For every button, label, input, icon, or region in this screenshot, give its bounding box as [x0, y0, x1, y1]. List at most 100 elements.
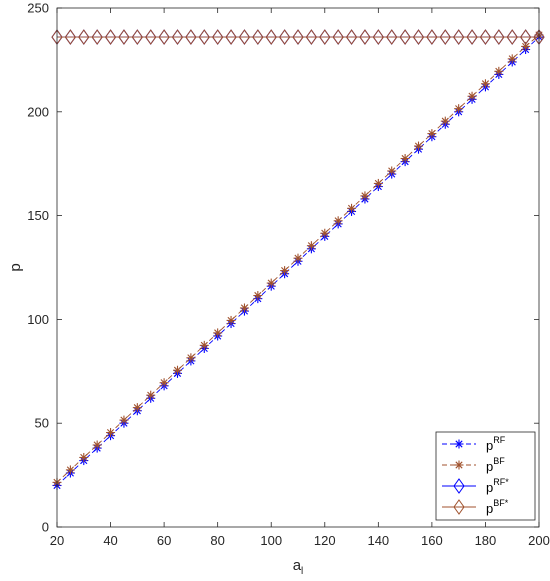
y-axis-label: p — [7, 263, 24, 271]
x-tick-label: 140 — [367, 533, 389, 548]
legend-item-rf: pRF — [442, 435, 506, 453]
legend-marker — [454, 460, 464, 470]
data-point — [198, 29, 210, 45]
x-tick-label: 180 — [475, 533, 497, 548]
data-point — [213, 328, 223, 338]
data-point — [118, 29, 130, 45]
data-point — [400, 154, 410, 164]
y-tick-label: 150 — [27, 208, 49, 223]
legend-label: pRF — [486, 435, 506, 453]
data-point — [319, 29, 331, 45]
x-tick-label: 100 — [260, 533, 282, 548]
legend-marker — [453, 499, 465, 515]
data-point — [427, 129, 437, 139]
series-bf — [52, 30, 544, 487]
data-point — [132, 403, 142, 413]
data-point — [493, 29, 505, 45]
data-point — [173, 365, 182, 375]
data-point — [266, 278, 276, 288]
y-tick-label: 250 — [27, 1, 49, 16]
legend-marker — [453, 478, 465, 494]
data-point — [252, 29, 264, 45]
data-point — [239, 303, 249, 313]
data-point — [225, 29, 237, 45]
data-point — [131, 29, 143, 45]
y-tick-label: 100 — [27, 312, 49, 327]
data-point — [412, 29, 425, 45]
x-tick-label: 40 — [103, 533, 117, 548]
data-point — [439, 29, 451, 45]
data-point — [278, 29, 291, 45]
data-point — [506, 29, 518, 45]
x-axis-label: al — [293, 557, 304, 577]
data-point — [186, 353, 196, 363]
data-point — [171, 29, 184, 45]
data-point — [185, 29, 197, 45]
data-point — [454, 104, 464, 114]
data-point — [372, 29, 384, 45]
legend: pRF pBF pRF* pBF* — [435, 431, 536, 521]
data-point — [158, 29, 170, 45]
data-point — [79, 452, 89, 462]
data-point — [306, 241, 316, 251]
data-point — [305, 29, 318, 45]
data-point — [387, 166, 397, 176]
data-point — [480, 79, 490, 89]
data-point — [65, 465, 75, 475]
x-tick-label: 20 — [50, 533, 64, 548]
data-point — [453, 29, 465, 45]
data-point — [494, 66, 504, 76]
data-point — [119, 415, 129, 425]
legend-label: pBF — [486, 456, 505, 474]
data-point — [106, 428, 116, 438]
data-point — [199, 340, 209, 350]
data-point — [360, 191, 370, 201]
data-point — [238, 29, 251, 45]
data-point — [293, 253, 303, 263]
data-point — [399, 29, 411, 45]
data-point — [91, 29, 103, 45]
data-point — [345, 29, 358, 45]
data-point — [519, 29, 532, 45]
y-tick-label: 50 — [35, 416, 49, 431]
data-point — [226, 315, 236, 325]
x-tick-label: 60 — [157, 533, 171, 548]
data-point — [440, 116, 450, 126]
legend-item-rf-star: pRF* — [442, 477, 509, 495]
y-tick-label: 0 — [42, 520, 49, 535]
data-point — [78, 29, 90, 45]
legend-label: pBF* — [486, 498, 509, 516]
data-point — [347, 203, 357, 213]
data-point — [145, 29, 157, 45]
data-point — [426, 29, 438, 45]
legend-marker — [454, 439, 464, 449]
data-point — [521, 41, 531, 51]
y-tick-label: 200 — [27, 104, 49, 119]
data-point — [466, 29, 478, 45]
series-layer — [51, 29, 545, 490]
data-point — [467, 91, 477, 101]
data-point — [280, 266, 290, 276]
data-point — [320, 228, 330, 238]
data-point — [332, 29, 344, 45]
data-point — [159, 378, 169, 388]
tick-labels: 20 40 60 80 100 120 140 160 180 200 0 50 100 150 200 25… — [27, 1, 550, 549]
x-tick-label: 160 — [421, 533, 443, 548]
data-point — [92, 440, 102, 450]
legend-label: pRF* — [486, 477, 509, 495]
data-point — [386, 29, 398, 45]
axes-box — [56, 7, 540, 528]
data-point — [64, 29, 77, 45]
data-point — [212, 29, 224, 45]
x-tick-label: 80 — [210, 533, 224, 548]
data-point — [507, 54, 517, 64]
data-point — [373, 178, 383, 188]
data-point — [479, 29, 492, 45]
data-point — [253, 291, 263, 301]
data-point — [146, 390, 156, 400]
data-point — [333, 216, 343, 226]
legend-box — [435, 431, 536, 521]
legend-item-bf-star: pBF* — [442, 498, 509, 516]
data-point — [292, 29, 304, 45]
